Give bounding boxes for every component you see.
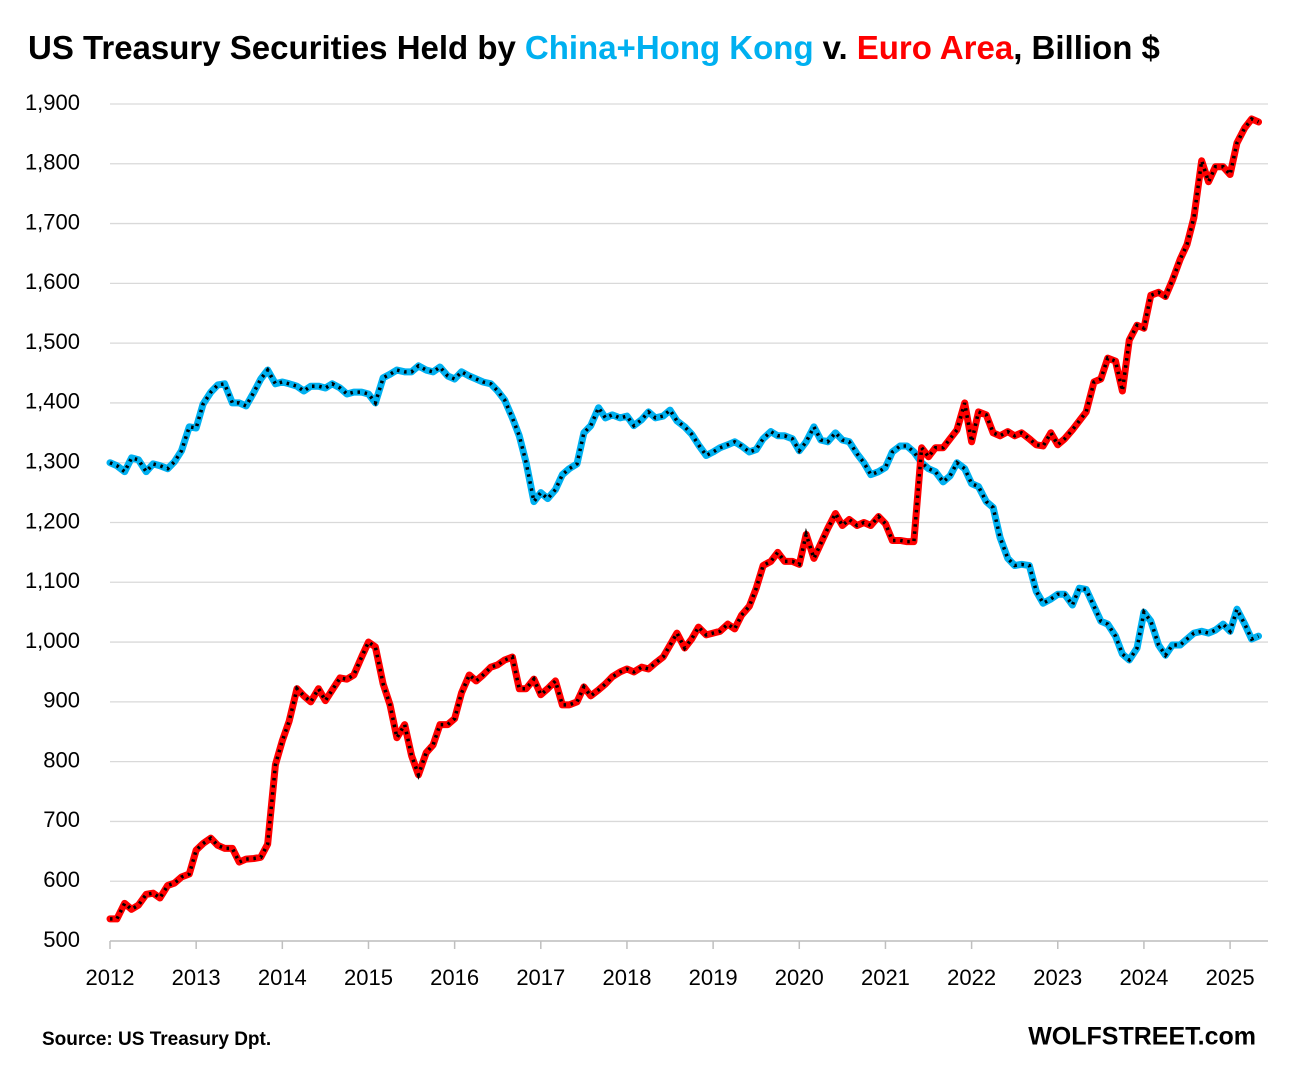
- y-tick-label: 1,900: [25, 90, 80, 115]
- y-tick-label: 1,100: [25, 568, 80, 593]
- title-suffix: , Billion $: [1013, 29, 1160, 66]
- y-tick-label: 900: [43, 688, 80, 713]
- x-tick-label: 2023: [1033, 965, 1082, 990]
- x-tick-label: 2020: [775, 965, 824, 990]
- y-tick-label: 700: [43, 807, 80, 832]
- y-tick-label: 1,200: [25, 508, 80, 533]
- title-series-euro: Euro Area: [857, 29, 1014, 66]
- source-note: Source: US Treasury Dpt.: [42, 1029, 271, 1050]
- y-tick-label: 1,700: [25, 209, 80, 234]
- x-tick-label: 2017: [516, 965, 565, 990]
- x-tick-label: 2018: [602, 965, 651, 990]
- x-tick-label: 2022: [947, 965, 996, 990]
- chart-title: US Treasury Securities Held by China+Hong…: [28, 29, 1160, 66]
- x-tick-label: 2013: [172, 965, 221, 990]
- y-tick-label: 1,300: [25, 449, 80, 474]
- x-tick-label: 2012: [86, 965, 135, 990]
- x-tick-label: 2016: [430, 965, 479, 990]
- x-tick-label: 2021: [861, 965, 910, 990]
- y-tick-label: 1,400: [25, 389, 80, 414]
- x-tick-label: 2015: [344, 965, 393, 990]
- y-tick-label: 1,000: [25, 628, 80, 653]
- series-line: [106, 115, 1263, 923]
- y-tick-label: 1,600: [25, 269, 80, 294]
- x-tick-label: 2019: [689, 965, 738, 990]
- series-markers: [109, 363, 1260, 663]
- y-tick-label: 500: [43, 927, 80, 952]
- series-markers: [110, 116, 1260, 921]
- brand: WOLFSTREET.com: [1028, 1023, 1256, 1051]
- x-tick-label: 2024: [1119, 965, 1168, 990]
- title-prefix: US Treasury Securities Held by: [28, 29, 517, 66]
- y-tick-label: 1,800: [25, 150, 80, 175]
- y-tick-label: 800: [43, 747, 80, 772]
- y-tick-label: 1,500: [25, 329, 80, 354]
- title-series-china: China+Hong Kong: [525, 29, 814, 66]
- x-tick-label: 2025: [1206, 965, 1255, 990]
- x-tick-label: 2014: [258, 965, 307, 990]
- title-middle: v.: [823, 29, 848, 66]
- y-tick-label: 600: [43, 867, 80, 892]
